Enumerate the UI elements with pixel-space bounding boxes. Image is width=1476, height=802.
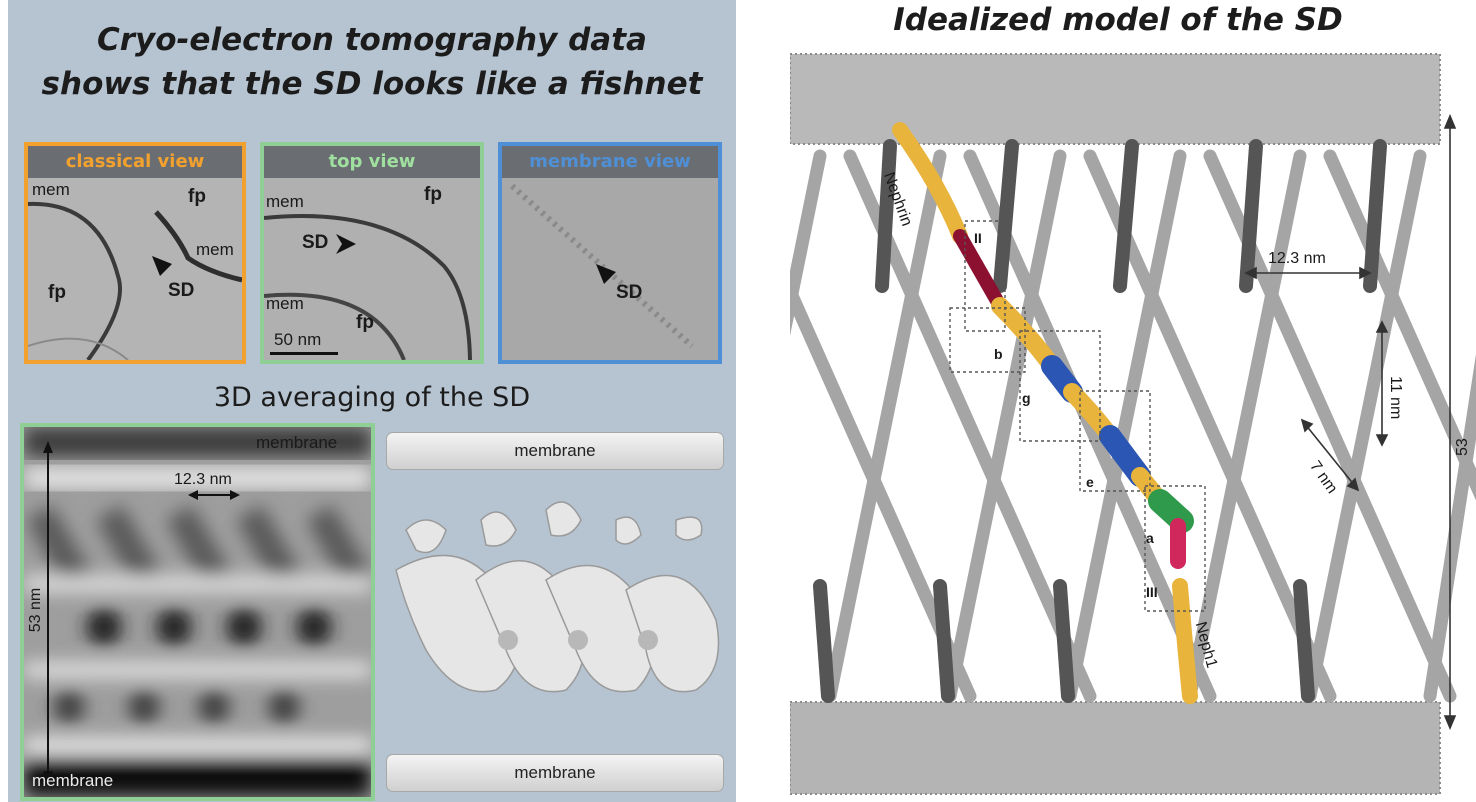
domain-label-e: e (1086, 474, 1094, 490)
membrane-view-image (502, 146, 718, 360)
arrowhead-icon (336, 234, 356, 254)
label-mem-top: mem (266, 192, 304, 211)
pattern-blobs (24, 504, 371, 797)
domain-label-g: g (1022, 390, 1031, 406)
height-label: 53 nm (1454, 433, 1476, 456)
membrane-view-panel: membrane view SD (498, 142, 722, 364)
arrowhead-icon (152, 256, 172, 276)
membrane-top-label: membrane (256, 433, 338, 452)
surface-render: membrane membrane (386, 420, 726, 798)
top-view-panel: top view mem fp SD mem fp 50 nm (260, 142, 484, 364)
label-fp-top: fp (424, 184, 442, 205)
lattice-strands (790, 149, 1476, 703)
domain-boxes (949, 220, 1206, 612)
left-panel: Cryo-electron tomography data shows that… (8, 0, 736, 802)
label-mem: mem (32, 180, 70, 199)
top-view-image (264, 146, 480, 360)
label-fp-left: fp (48, 282, 66, 303)
label-mem-bottom: mem (266, 294, 304, 313)
label-sd: SD (616, 282, 643, 303)
height-label: 53 nm (27, 587, 45, 633)
average-map: membrane 12.3 nm 53 nm membrane (20, 423, 375, 801)
membrane-bottom-pill: membrane (386, 754, 724, 792)
dark-strands (813, 139, 1387, 703)
label-fp-bottom: fp (356, 312, 374, 333)
label-fp-top: fp (188, 186, 206, 207)
classical-view-image (28, 146, 242, 360)
label-mem-right: mem (196, 240, 234, 259)
top-view-title: top view (264, 146, 480, 178)
nephrin-chain (892, 122, 1198, 704)
model-illustration (790, 53, 1476, 795)
average-map-image (24, 427, 371, 797)
domain-label-b: b (994, 346, 1003, 362)
label-sd: SD (302, 232, 329, 253)
vertical-spacing-label: 11 nm (1387, 376, 1404, 420)
headline-line-1: Cryo-electron tomography data (97, 22, 647, 58)
section-title: 3D averaging of the SD (213, 382, 531, 413)
headline: Cryo-electron tomography data shows that… (8, 18, 736, 106)
spacing-label: 12.3 nm (1268, 250, 1326, 267)
domain-label-ii: II (974, 230, 982, 246)
membrane-view-title: membrane view (502, 146, 718, 178)
headline-line-2: shows that the SD looks like a fishnet (41, 66, 703, 102)
label-sd: SD (168, 280, 195, 301)
domain-label-iii: III (1146, 584, 1158, 600)
spacing-label: 12.3 nm (174, 471, 232, 488)
arrowhead-icon (596, 264, 616, 284)
classical-view-panel: classical view mem fp mem fp SD (24, 142, 246, 364)
membrane-top-pill: membrane (386, 432, 724, 470)
surface-render-image (395, 501, 720, 693)
classical-view-title: classical view (28, 146, 242, 178)
dimension-arrows (1244, 113, 1457, 731)
model-title: Idealized model of the SD (893, 2, 1343, 38)
membrane-bottom-label: membrane (32, 771, 114, 790)
scale-bar-label: 50 nm (274, 330, 322, 349)
domain-label-a: a (1146, 530, 1154, 546)
idealized-model: Nephrin II b g e a III Neph1 12.3 nm 11 … (790, 46, 1476, 802)
scale-bar (270, 352, 338, 355)
